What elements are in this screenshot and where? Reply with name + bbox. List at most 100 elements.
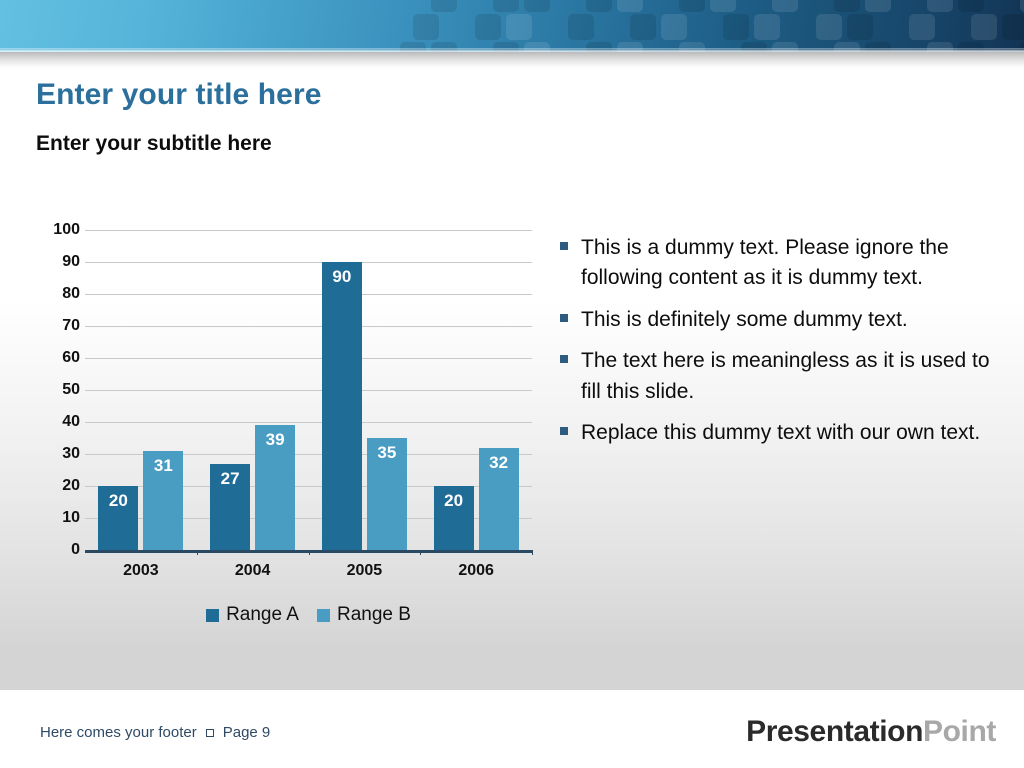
header-pattern-square xyxy=(710,0,736,12)
header-pattern-square xyxy=(723,14,749,40)
list-item: Replace this dummy text with our own tex… xyxy=(560,418,1000,448)
presentationpoint-logo: PresentationPoint xyxy=(746,715,996,749)
header-pattern-square xyxy=(834,0,860,12)
bullet-text: This is definitely some dummy text. xyxy=(581,307,908,331)
bar-value-label: 31 xyxy=(153,455,173,475)
header-pattern-square xyxy=(630,14,656,40)
header-pattern-square xyxy=(816,14,842,40)
x-axis-tick-mark xyxy=(420,550,422,555)
gridline xyxy=(85,262,532,263)
x-axis-tick-label: 2006 xyxy=(458,562,494,579)
header-pattern-square xyxy=(958,0,984,12)
bar-value-label: 90 xyxy=(332,267,352,286)
bar-group: 27 39 xyxy=(197,230,309,550)
y-axis-tick-label: 0 xyxy=(71,541,80,558)
header-pattern-square xyxy=(617,0,643,12)
header-pattern-square xyxy=(865,42,891,52)
x-axis-tick-label: 2005 xyxy=(346,562,383,579)
header-pattern-square xyxy=(493,0,519,12)
header-pattern-square xyxy=(475,14,501,40)
header-pattern-square xyxy=(754,14,780,40)
bar-chart: 100 90 80 70 60 50 40 30 20 10 0 20 31 27 39 90 35 20 32 … xyxy=(28,214,548,634)
plot-area: 20 31 27 39 90 35 20 32 xyxy=(85,230,533,555)
x-axis-tick-label: 2004 xyxy=(234,562,271,579)
header-bottom-highlight xyxy=(0,48,1024,52)
x-axis-tick-mark xyxy=(532,550,533,555)
page-number: Page 9 xyxy=(222,724,271,741)
header-pattern-square xyxy=(927,42,953,52)
legend-label: Range B xyxy=(336,604,411,625)
header-dropshadow xyxy=(0,52,1024,68)
chart-legend: Range A Range B xyxy=(85,604,532,626)
bar-value-label: 35 xyxy=(377,443,397,462)
header-pattern-square xyxy=(524,0,550,12)
bar-range-b: 32 xyxy=(478,447,519,550)
gridline xyxy=(85,326,532,327)
footer: Here comes your footer Page 9 xyxy=(40,724,270,741)
page-subtitle: Enter your subtitle here xyxy=(36,132,272,155)
legend-swatch-icon xyxy=(206,608,220,622)
y-axis-tick-label: 50 xyxy=(62,381,80,398)
list-item: This is definitely some dummy text. xyxy=(560,305,1000,335)
gridline xyxy=(85,518,532,519)
gridline xyxy=(85,422,532,423)
bar-group: 20 31 xyxy=(85,230,197,550)
bar-value-label: 20 xyxy=(108,491,128,510)
gridline xyxy=(85,390,532,391)
logo-secondary-text: Point xyxy=(923,715,996,748)
header-pattern-square xyxy=(847,14,873,40)
y-axis-tick-label: 30 xyxy=(62,445,80,462)
bar-range-a: 20 xyxy=(98,486,139,550)
header-pattern-square xyxy=(586,0,612,12)
page-title: Enter your title here xyxy=(36,78,322,111)
header-pattern-square xyxy=(1002,14,1024,40)
y-axis-tick-label: 100 xyxy=(53,221,80,238)
legend-item: Range B xyxy=(316,604,411,626)
bar-range-b: 31 xyxy=(143,450,184,550)
header-pattern-square xyxy=(506,14,532,40)
bullet-list: This is a dummy text. Please ignore the … xyxy=(560,233,1000,460)
y-axis-tick-label: 60 xyxy=(62,349,80,366)
bar-value-label: 20 xyxy=(444,491,464,510)
header-pattern-square xyxy=(971,14,997,40)
header-pattern-square xyxy=(617,42,643,52)
gridline xyxy=(85,358,532,359)
list-item: This is a dummy text. Please ignore the … xyxy=(560,233,1000,294)
y-axis-tick-label: 80 xyxy=(62,285,80,302)
bar-group: 20 32 xyxy=(420,230,532,550)
logo-primary-text: Presentation xyxy=(746,715,923,748)
header-pattern-square xyxy=(568,14,594,40)
header-pattern-square xyxy=(431,0,457,12)
x-axis-tick-label: 2003 xyxy=(123,562,159,579)
header-pattern-square xyxy=(661,14,687,40)
header-pattern-square xyxy=(679,0,705,12)
bar-range-a: 20 xyxy=(433,486,474,550)
x-axis-tick-mark xyxy=(308,550,310,555)
list-item: The text here is meaningless as it is us… xyxy=(560,346,1000,407)
legend-swatch-icon xyxy=(316,608,330,622)
y-axis-tick-label: 40 xyxy=(62,413,80,430)
bullet-text: The text here is meaningless as it is us… xyxy=(581,349,990,403)
legend-item: Range A xyxy=(206,604,299,626)
bar-value-label: 27 xyxy=(220,468,240,488)
gridline xyxy=(85,454,532,455)
header-pattern-square xyxy=(909,14,935,40)
header-pattern-square xyxy=(1020,0,1024,12)
header-pattern-square xyxy=(493,42,519,52)
bullet-square-icon xyxy=(560,313,568,322)
bullet-text: This is a dummy text. Please ignore the … xyxy=(581,236,949,290)
header-banner xyxy=(0,0,1024,52)
header-pattern-square xyxy=(865,0,891,12)
header-pattern-square xyxy=(400,42,426,52)
header-pattern-square xyxy=(679,42,705,52)
x-axis: 2003 2004 2005 2006 xyxy=(85,562,532,588)
header-pattern-square xyxy=(772,0,798,12)
gridline xyxy=(85,230,532,231)
bar-value-label: 39 xyxy=(265,430,285,450)
header-square-pattern xyxy=(0,0,1024,52)
header-pattern-square xyxy=(834,42,860,52)
header-pattern-square xyxy=(741,42,767,52)
bar-value-label: 32 xyxy=(489,452,509,472)
footer-divider xyxy=(0,690,1024,691)
